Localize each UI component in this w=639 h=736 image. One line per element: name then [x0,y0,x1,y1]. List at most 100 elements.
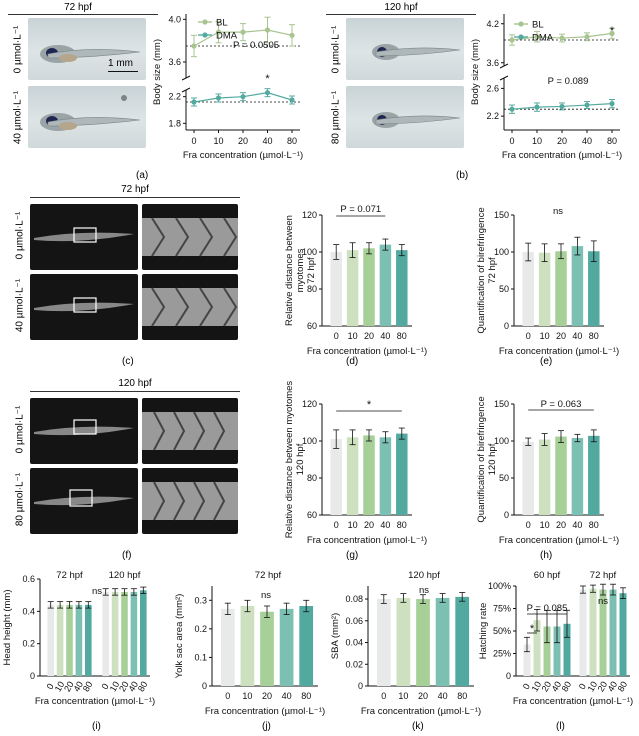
bar [571,246,584,326]
bar [85,604,92,676]
group-title: 72 hpf [56,570,83,581]
bar [533,620,541,676]
x-tick-label: 20 [117,680,131,694]
data-point [609,101,615,107]
bar [376,599,391,686]
photo-b-title-rule [326,14,476,15]
chart-title: 120 hpf [408,570,440,581]
y-axis-label: Yolk sac area (mm²) [174,594,185,679]
data-point [240,29,246,35]
x-tick-label: 0 [191,136,196,146]
photo-f-title-rule [30,391,240,392]
legend-marker [518,21,524,27]
data-point [264,27,271,33]
data-point [191,99,197,105]
chart-title: 72 hpf [255,570,282,581]
y-tick-label: 0.02 [345,659,363,669]
x-tick-label: 20 [540,680,554,694]
x-tick-label: 80 [397,520,407,530]
x-tick-label: 20 [262,691,272,701]
axis-break-mark [181,87,191,93]
photo-a-title: 72 hpf [64,2,92,13]
bar [379,244,392,326]
bar [599,589,607,676]
scalebar [108,71,138,72]
ns-annotation: ns [598,596,608,607]
y-tick-label: 4.2 [486,19,499,29]
y-axis-label: 72 hpf [306,257,317,284]
bar [555,251,567,326]
significance-star: * [367,399,372,411]
y-axis-label: Quantification of birefringence [476,396,487,522]
legend-label: BL [216,18,228,29]
panel-label-i: (i) [92,721,101,732]
legend-marker [518,34,524,40]
myotome-zoom-image [142,217,238,257]
birefringence-photo-f-treated [30,468,138,534]
photo-f-title: 120 hpf [118,378,152,389]
x-tick-label: 20 [364,520,374,530]
x-tick-label: 80 [397,331,407,341]
ns-annotation: ns [553,206,563,217]
p-value-annotation: P = 0.089 [548,76,589,87]
fish-photo-a-control: 1 mm [28,18,146,80]
bar [346,250,359,326]
bar [538,252,551,326]
x-tick-label: 20 [556,520,566,530]
bar [588,251,600,326]
y-tick-label: 50 [499,473,509,483]
bar [330,439,342,515]
data-point [509,106,515,112]
bar [609,589,617,676]
y-tick-label: 80 [307,473,317,483]
y-tick-label: 25% [493,649,511,659]
bar [260,611,274,686]
x-tick-label: 80 [589,520,599,530]
y-axis-label: 120 hpf [487,443,498,475]
fish-photo-b-control [346,18,464,80]
x-tick-label: 40 [572,520,582,530]
x-axis-label: Fra concentration (µmol·L⁻¹) [35,696,155,707]
x-tick-label: 10 [398,691,408,701]
bar [455,596,470,686]
significance-star: * [265,73,270,85]
bar [220,608,235,686]
y-tick-label: 0 [506,671,511,681]
legend-label: DMA [532,33,554,44]
y-tick-label: 0.04 [345,638,363,648]
photo-b-title: 120 hpf [384,2,418,13]
bar [66,604,73,676]
legend-label: BL [532,20,544,31]
muscle-image [34,419,134,436]
x-axis-label: Fra concentration (µmol·L⁻¹) [502,150,622,161]
group-title: 60 hpf [534,570,561,581]
bar [130,591,138,676]
y-tick-label: 0.2 [194,624,207,634]
data-point [240,94,246,100]
bar [571,438,584,515]
p-value-annotation: P = 0.063 [541,399,582,410]
bar [538,439,551,515]
photo-a-title-rule [8,14,158,15]
bar [363,435,375,515]
y-axis-label: Head height (mm) [2,589,13,665]
x-tick-label: 0 [100,682,111,691]
birefringence-zoom-c-treated [142,274,238,340]
data-point [509,37,515,43]
x-tick-label: 40 [550,680,564,694]
y-axis-label: myotomes [295,248,306,292]
bar [396,433,408,515]
bar [619,593,627,676]
x-tick-label: 10 [540,520,550,530]
x-tick-label: 40 [126,680,140,694]
bar [523,644,531,676]
bar [47,604,54,676]
panel-label-b: (b) [456,170,469,181]
x-tick-label: 20 [238,136,248,146]
x-tick-label: 20 [418,691,428,701]
bar [75,604,83,676]
bar [435,597,450,686]
y-tick-label: 2.2 [486,111,499,121]
y-tick-label: 120 [302,210,317,220]
bar [589,588,597,676]
